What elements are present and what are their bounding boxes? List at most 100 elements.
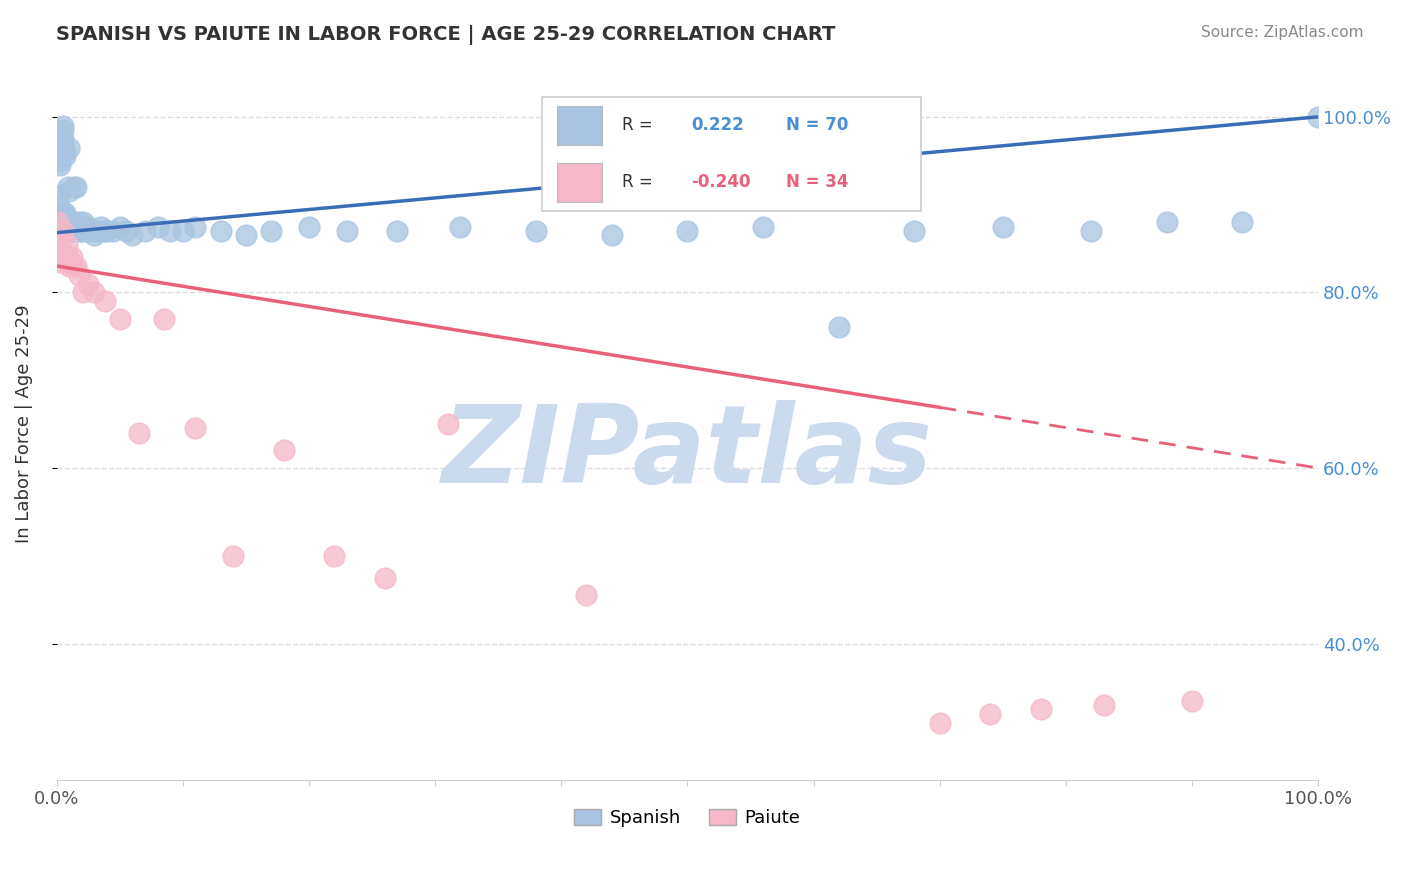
Point — [48, 237, 70, 252]
Point — [77, 277, 100, 291]
Text: R =: R = — [621, 117, 658, 135]
Point — [49, 145, 72, 159]
Point — [828, 320, 851, 334]
Point — [46, 189, 69, 203]
Point — [60, 250, 83, 264]
Point — [56, 250, 79, 264]
Point — [63, 180, 86, 194]
Point — [128, 425, 150, 440]
Point — [336, 224, 359, 238]
Point — [96, 224, 118, 238]
Point — [1308, 110, 1330, 124]
Point — [49, 254, 72, 268]
Point — [55, 250, 77, 264]
Y-axis label: In Labor Force | Age 25-29: In Labor Force | Age 25-29 — [15, 305, 32, 543]
Point — [991, 219, 1014, 234]
Point — [53, 140, 76, 154]
Point — [65, 180, 87, 194]
Point — [62, 259, 84, 273]
Point — [436, 417, 458, 431]
Point — [56, 180, 79, 194]
Point — [62, 219, 84, 234]
Point — [58, 185, 80, 199]
Point — [1232, 215, 1254, 229]
Text: ZIPatlas: ZIPatlas — [441, 400, 934, 506]
Point — [83, 285, 105, 300]
Point — [55, 237, 77, 252]
Text: 0.222: 0.222 — [692, 117, 744, 135]
Bar — [557, 162, 602, 202]
Point — [273, 443, 295, 458]
Point — [600, 228, 623, 243]
Point — [59, 219, 82, 234]
Point — [222, 549, 245, 563]
Text: Source: ZipAtlas.com: Source: ZipAtlas.com — [1201, 25, 1364, 40]
Point — [49, 153, 72, 168]
Text: -0.240: -0.240 — [692, 173, 751, 191]
Point — [928, 715, 950, 730]
Point — [67, 268, 90, 282]
Point — [209, 224, 232, 238]
Point — [53, 245, 76, 260]
Point — [676, 224, 699, 238]
Point — [575, 588, 598, 602]
Point — [51, 250, 73, 264]
Point — [55, 149, 77, 163]
Point — [59, 254, 82, 268]
Point — [48, 211, 70, 225]
Point — [235, 228, 257, 243]
Point — [134, 224, 156, 238]
Text: SPANISH VS PAIUTE IN LABOR FORCE | AGE 25-29 CORRELATION CHART: SPANISH VS PAIUTE IN LABOR FORCE | AGE 2… — [56, 25, 835, 45]
Point — [903, 224, 925, 238]
Point — [146, 219, 169, 234]
Point — [48, 197, 70, 211]
Point — [67, 215, 90, 229]
Point — [73, 219, 96, 234]
Point — [79, 224, 101, 238]
Point — [1092, 698, 1115, 712]
Point — [58, 259, 80, 273]
Point — [77, 219, 100, 234]
Point — [184, 219, 207, 234]
Point — [70, 224, 93, 238]
Point — [60, 224, 83, 238]
Point — [65, 259, 87, 273]
Point — [66, 224, 89, 238]
Point — [108, 311, 131, 326]
Point — [52, 132, 75, 146]
Point — [55, 224, 77, 238]
Point — [524, 224, 547, 238]
Point — [103, 224, 125, 238]
Point — [55, 145, 77, 159]
Point — [153, 311, 176, 326]
Point — [108, 219, 131, 234]
Point — [1080, 224, 1102, 238]
Point — [72, 215, 94, 229]
Point — [49, 158, 72, 172]
Point — [53, 206, 76, 220]
Text: R =: R = — [621, 173, 658, 191]
Point — [93, 294, 115, 309]
Point — [323, 549, 346, 563]
Text: N = 70: N = 70 — [786, 117, 848, 135]
Point — [55, 211, 77, 225]
Point — [90, 219, 112, 234]
Point — [46, 215, 69, 229]
Point — [58, 140, 80, 154]
Point — [51, 136, 73, 150]
Point — [979, 706, 1001, 721]
Legend: Spanish, Paiute: Spanish, Paiute — [567, 802, 808, 835]
Point — [52, 123, 75, 137]
Point — [56, 215, 79, 229]
Point — [52, 224, 75, 238]
Point — [449, 219, 471, 234]
Point — [93, 224, 115, 238]
Point — [72, 285, 94, 300]
Point — [51, 140, 73, 154]
Point — [55, 206, 77, 220]
Point — [83, 228, 105, 243]
Bar — [557, 106, 602, 145]
FancyBboxPatch shape — [543, 97, 921, 211]
Point — [115, 224, 138, 238]
Point — [52, 119, 75, 133]
